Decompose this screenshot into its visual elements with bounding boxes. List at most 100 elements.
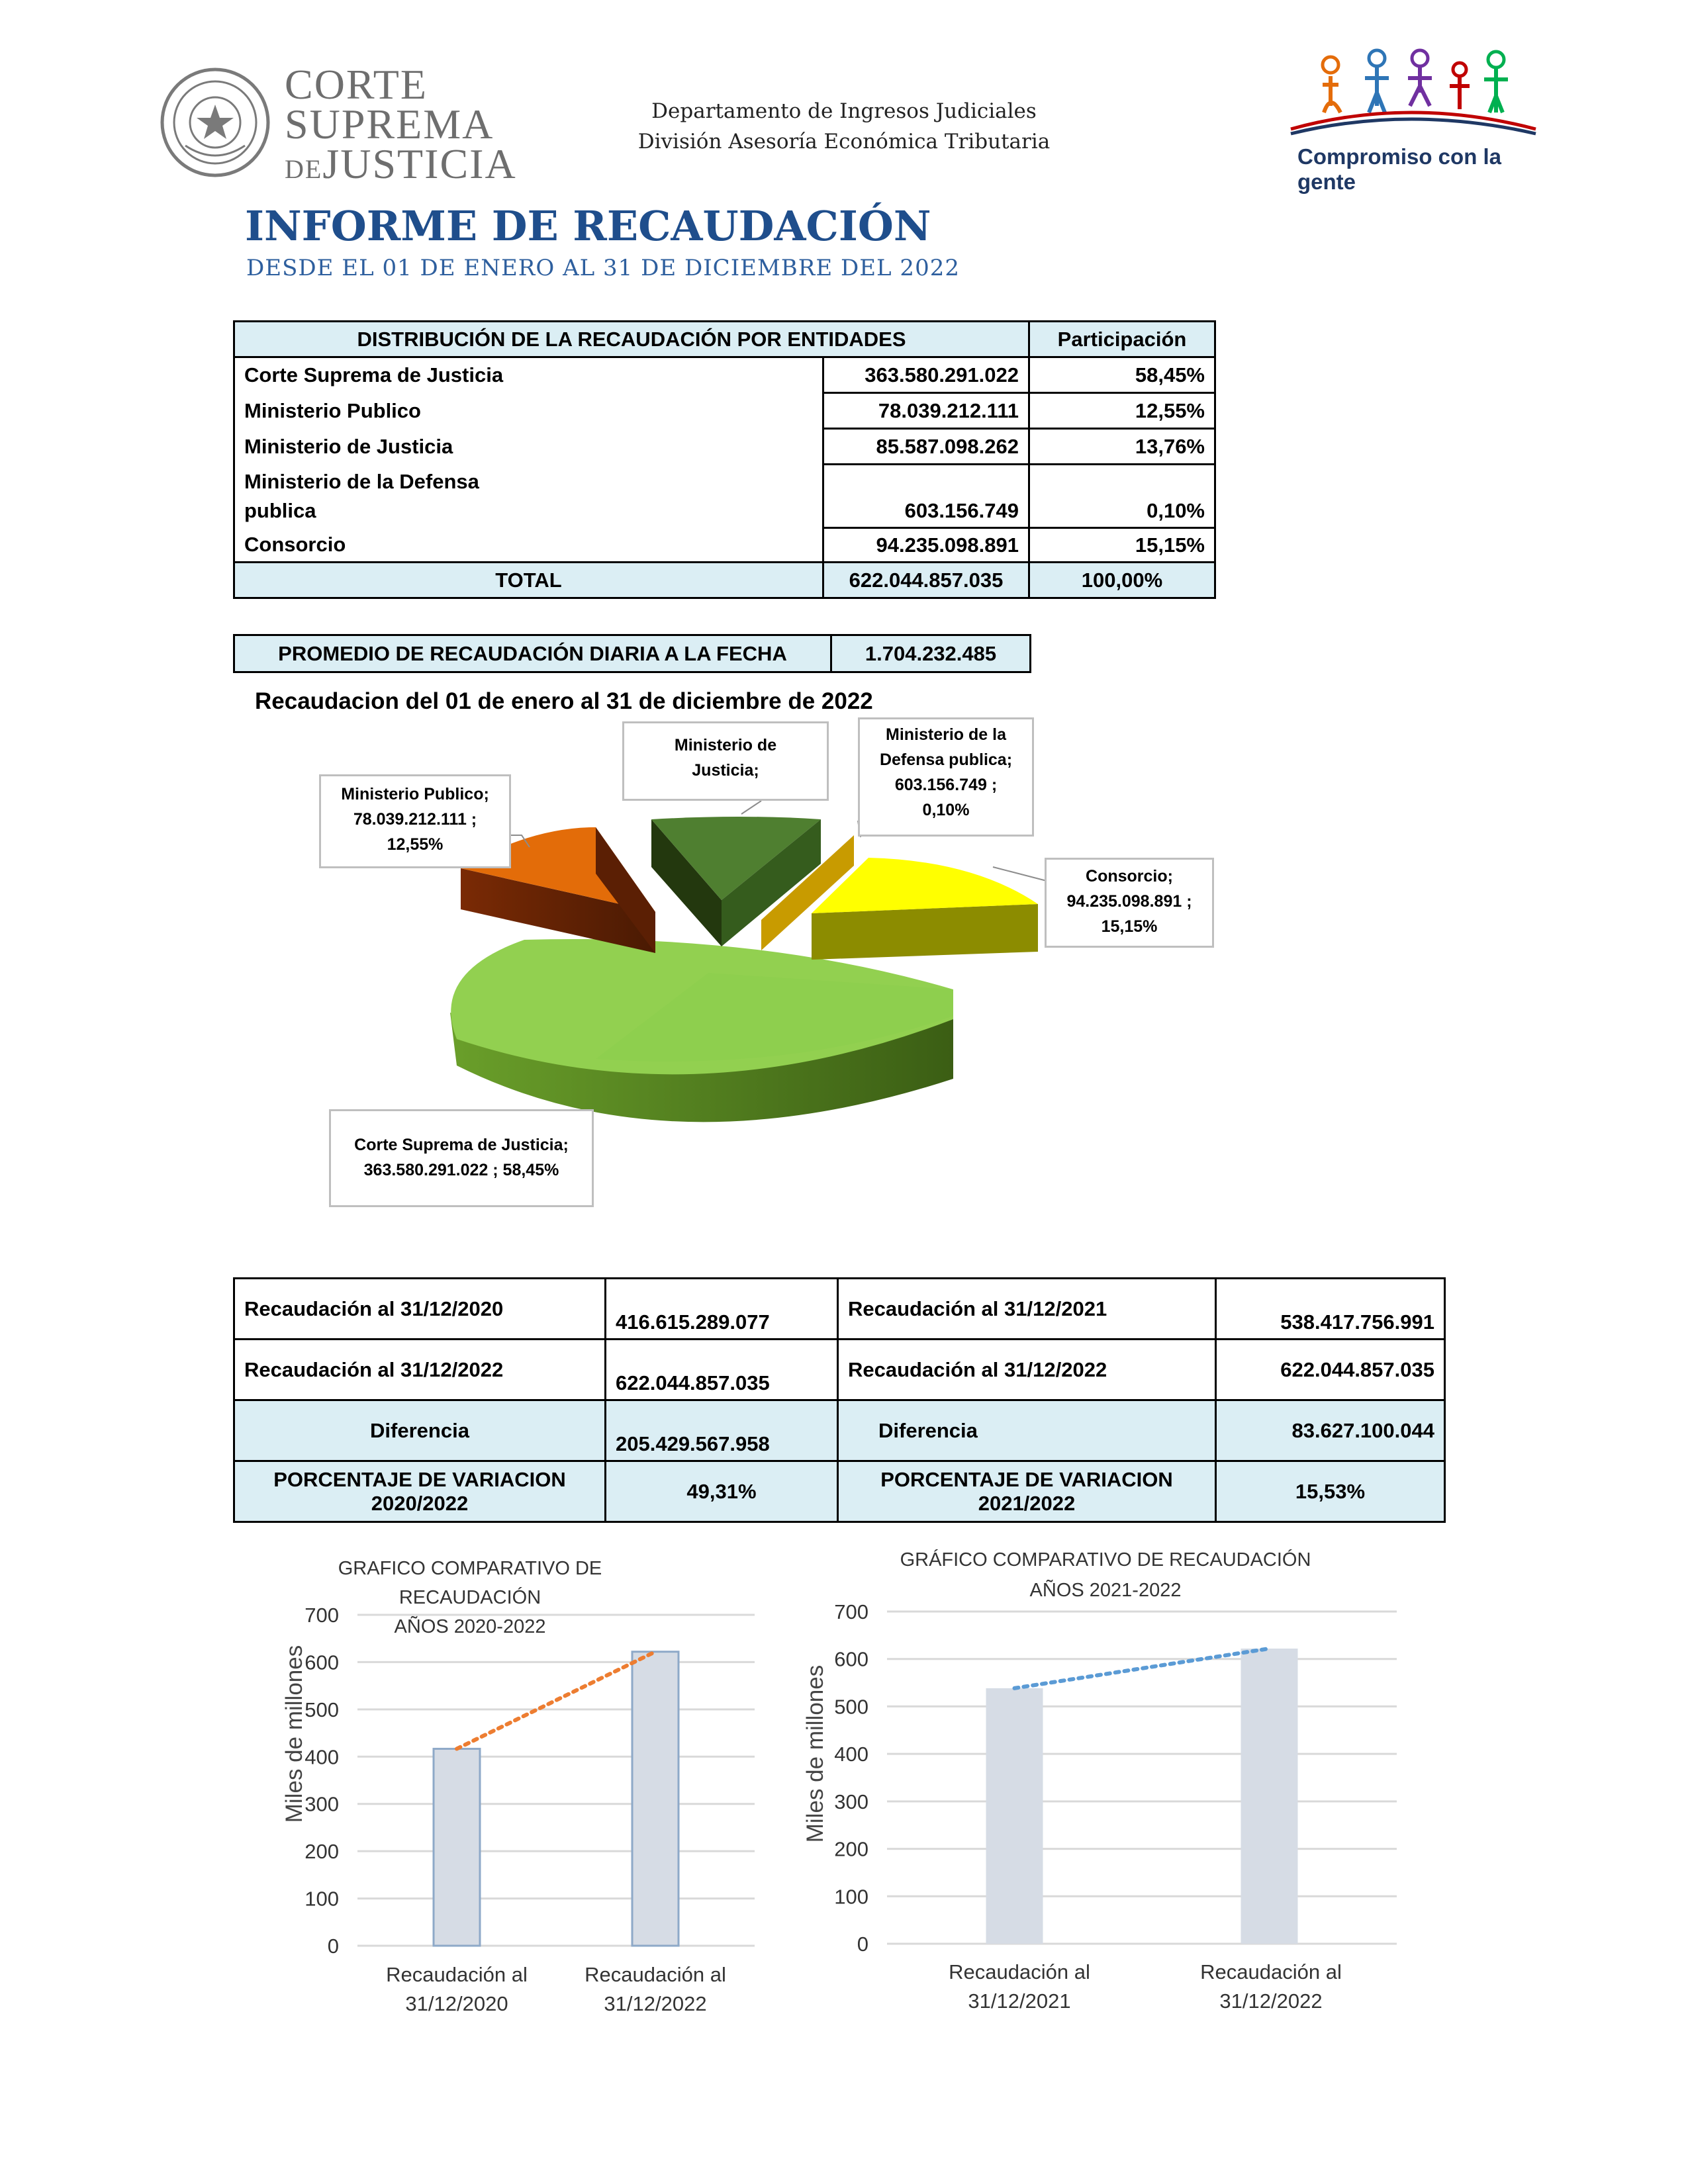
pie-label-mdp: Ministerio de la Defensa publica; 603.156.… [858,717,1034,837]
entity-share: 12,55% [1028,392,1216,430]
bar [986,1688,1043,1944]
cmp-right-row1-label: Recaudación al 31/12/2021 [837,1277,1217,1340]
compromiso-logo: Compromiso con la gente [1278,46,1542,194]
comparison-table: Recaudación al 31/12/2020 416.615.289.07… [233,1277,1446,1523]
pie-slice-cons [812,858,1038,913]
average-label: PROMEDIO DE RECAUDACIÓN DIARIA A LA FECH… [233,634,832,673]
bar-chart-left-title: GRAFICO COMPARATIVO DE RECAUDACIÓN AÑOS … [338,1558,602,1637]
entity-name: Corte Suprema de Justicia [233,356,824,393]
cmp-left-row2-label: Recaudación al 31/12/2022 [233,1338,606,1401]
bar-left-xlabel-1: Recaudación al 31/12/2020 [386,1963,528,2015]
y-tick-label: 100 [305,1888,339,1911]
people-figures-icon [1290,48,1536,136]
leader-line-mp [511,835,530,848]
entity-amount: 94.235.098.891 [822,527,1030,563]
bar-left-xlabel-2: Recaudación al 31/12/2022 [585,1963,726,2015]
y-tick-label: 300 [305,1793,339,1816]
entity-amount: 78.039.212.111 [822,392,1030,430]
y-tick-label: 100 [834,1885,868,1908]
distribution-table: DISTRIBUCIÓN DE LA RECAUDACIÓN POR ENTID… [233,320,1216,599]
entity-name: Ministerio Publico [233,392,824,429]
pie-label-csj: Corte Suprema de Justicia; 363.580.291.02… [329,1109,594,1207]
y-tick-label: 200 [834,1838,868,1861]
cmp-right-var-value: 15,53% [1215,1460,1446,1523]
bar [631,1651,680,1947]
entity-share: 13,76% [1028,428,1216,465]
department-name: Departamento de Ingresos Judiciales [651,99,1037,123]
total-label: TOTAL [233,561,824,599]
compromiso-text: Compromiso con la gente [1297,144,1502,194]
bar-chart-right-title: GRÁFICO COMPARATIVO DE RECAUDACIÓN AÑOS … [900,1549,1311,1601]
cmp-left-diff-value: 205.429.567.958 [604,1399,839,1462]
bar [1241,1648,1298,1944]
entity-share: 58,45% [1028,356,1216,394]
entity-amount: 603.156.749 [822,463,1030,529]
cmp-left-var-value: 49,31% [604,1460,839,1523]
average-value: 1.704.232.485 [830,634,1031,673]
y-tick-label: 200 [305,1840,339,1863]
division-name: División Asesoría Económica Tributaria [637,130,1051,154]
y-tick-label: 300 [834,1790,868,1813]
total-share: 100,00% [1028,561,1216,599]
pie-chart-title: Recaudacion del 01 de enero al 31 de dic… [255,688,873,714]
distribution-header: DISTRIBUCIÓN DE LA RECAUDACIÓN POR ENTID… [233,320,1030,358]
trendline [455,1649,657,1751]
pie-slice-mj-front [722,819,821,946]
cmp-left-var-label: PORCENTAJE DE VARIACION 2020/2022 [233,1460,606,1523]
entity-share: 0,10% [1028,463,1216,529]
y-tick-label: 400 [305,1745,339,1768]
y-tick-label: 700 [305,1604,339,1627]
pie-slice-mj [651,817,821,900]
csj-logo: CORTE SUPREMA DEJUSTICIA [159,60,530,192]
entity-name: Ministerio de la Defensa publica [233,464,824,528]
y-tick-label: 0 [328,1934,339,1958]
leader-line-mj [741,800,762,815]
logo-line-2: SUPREMA [285,101,494,148]
leader-line-cons [992,866,1050,882]
average-table: PROMEDIO DE RECAUDACIÓN DIARIA A LA FECH… [233,634,1031,673]
y-tick-label: 500 [834,1695,868,1718]
pie-label-cons: Consorcio; 94.235.098.891 ; 15,15% [1045,858,1214,948]
cmp-left-row2-value: 622.044.857.035 [604,1338,839,1401]
pie-label-mj: Ministerio de Justicia; [622,721,829,801]
cmp-right-var-label: PORCENTAJE DE VARIACION 2021/2022 [837,1460,1217,1523]
trendline [1012,1646,1272,1690]
entity-amount: 85.587.098.262 [822,428,1030,465]
entity-amount: 363.580.291.022 [822,356,1030,394]
entity-name: Consorcio [233,527,824,563]
pie-slice-mj-side [651,819,722,946]
total-amount: 622.044.857.035 [822,561,1030,599]
bar [432,1747,481,1947]
entity-share: 15,15% [1028,527,1216,563]
cmp-right-diff-value: 83.627.100.044 [1215,1399,1446,1462]
y-tick-label: 400 [834,1743,868,1766]
pie-slice-cons-side [812,904,1038,960]
pie-label-mp: Ministerio Publico; 78.039.212.111 ; 12,55… [319,774,511,868]
pie-slice-mp-side [461,868,655,953]
logo-line-1: CORTE [285,61,428,108]
bar-right-xlabel-2: Recaudación al 31/12/2022 [1200,1960,1342,2013]
cmp-right-row2-value: 622.044.857.035 [1215,1338,1446,1401]
cmp-left-row1-value: 416.615.289.077 [604,1277,839,1340]
csj-seal-icon [160,68,270,177]
pie-slice-csj-inner [596,973,953,1062]
cmp-right-diff-label: Diferencia [837,1399,1217,1462]
cmp-left-diff-label: Diferencia [233,1399,606,1462]
logo-line-3-prefix: DE [285,154,323,184]
share-header: Participación [1028,320,1216,358]
pie-slice-csj-side [450,1013,953,1122]
pie-slice-mdp [761,835,854,950]
entity-name: Ministerio de Justicia [233,428,824,465]
bar-right-xlabel-1: Recaudación al 31/12/2021 [949,1960,1090,2013]
report-subtitle: DESDE EL 01 DE ENERO AL 31 DE DICIEMBRE … [246,255,960,281]
y-tick-label: 700 [834,1600,868,1623]
cmp-right-row2-label: Recaudación al 31/12/2022 [837,1338,1217,1401]
y-tick-label: 0 [857,1933,868,1956]
cmp-left-row1-label: Recaudación al 31/12/2020 [233,1277,606,1340]
y-tick-label: 600 [834,1648,868,1671]
cmp-right-row1-value: 538.417.756.991 [1215,1277,1446,1340]
y-tick-label: 500 [305,1698,339,1721]
